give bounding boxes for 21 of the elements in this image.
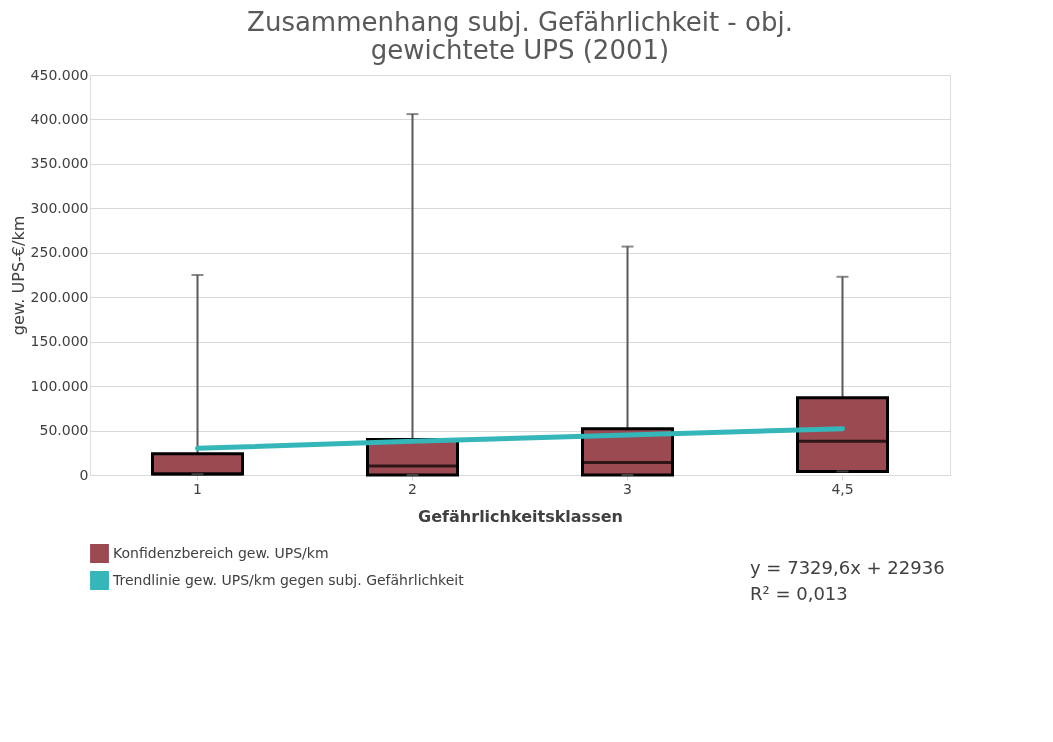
chart-title: Zusammenhang subj. Gefährlichkeit - obj. gewichtete UPS (2001) xyxy=(247,7,793,65)
legend-label: Trendlinie gew. UPS/km gegen subj. Gefährlichkeit xyxy=(112,571,465,588)
y-tick-label: 50.000 xyxy=(39,422,89,439)
text: y = 7329,6x + 22936 xyxy=(750,557,945,578)
x-tick-label: 3 xyxy=(623,480,632,497)
y-tick-label: 200.000 xyxy=(30,288,89,305)
y-tick-label: 250.000 xyxy=(30,244,89,261)
y-tick-label: 350.000 xyxy=(30,155,89,172)
y-tick-label: 300.000 xyxy=(30,199,89,216)
legend-label: Konfidenzbereich gew. UPS/km xyxy=(113,544,329,561)
y-tick-label: 450.000 xyxy=(30,66,89,83)
text: R² = 0,013 xyxy=(750,583,848,604)
y-tick-label: 0 xyxy=(79,466,89,483)
y-tick-label: 150.000 xyxy=(30,333,89,350)
x-tick-label: 2 xyxy=(408,480,417,497)
x-tick-label: 1 xyxy=(193,480,202,497)
y-tick-label: 100.000 xyxy=(30,377,89,394)
y-tick-label: 400.000 xyxy=(30,110,89,127)
y-axis-title: gew. UPS-€/km xyxy=(8,215,28,336)
x-axis-title: Gefährlichkeitsklassen xyxy=(418,506,623,526)
x-tick-label: 4,5 xyxy=(831,480,854,497)
